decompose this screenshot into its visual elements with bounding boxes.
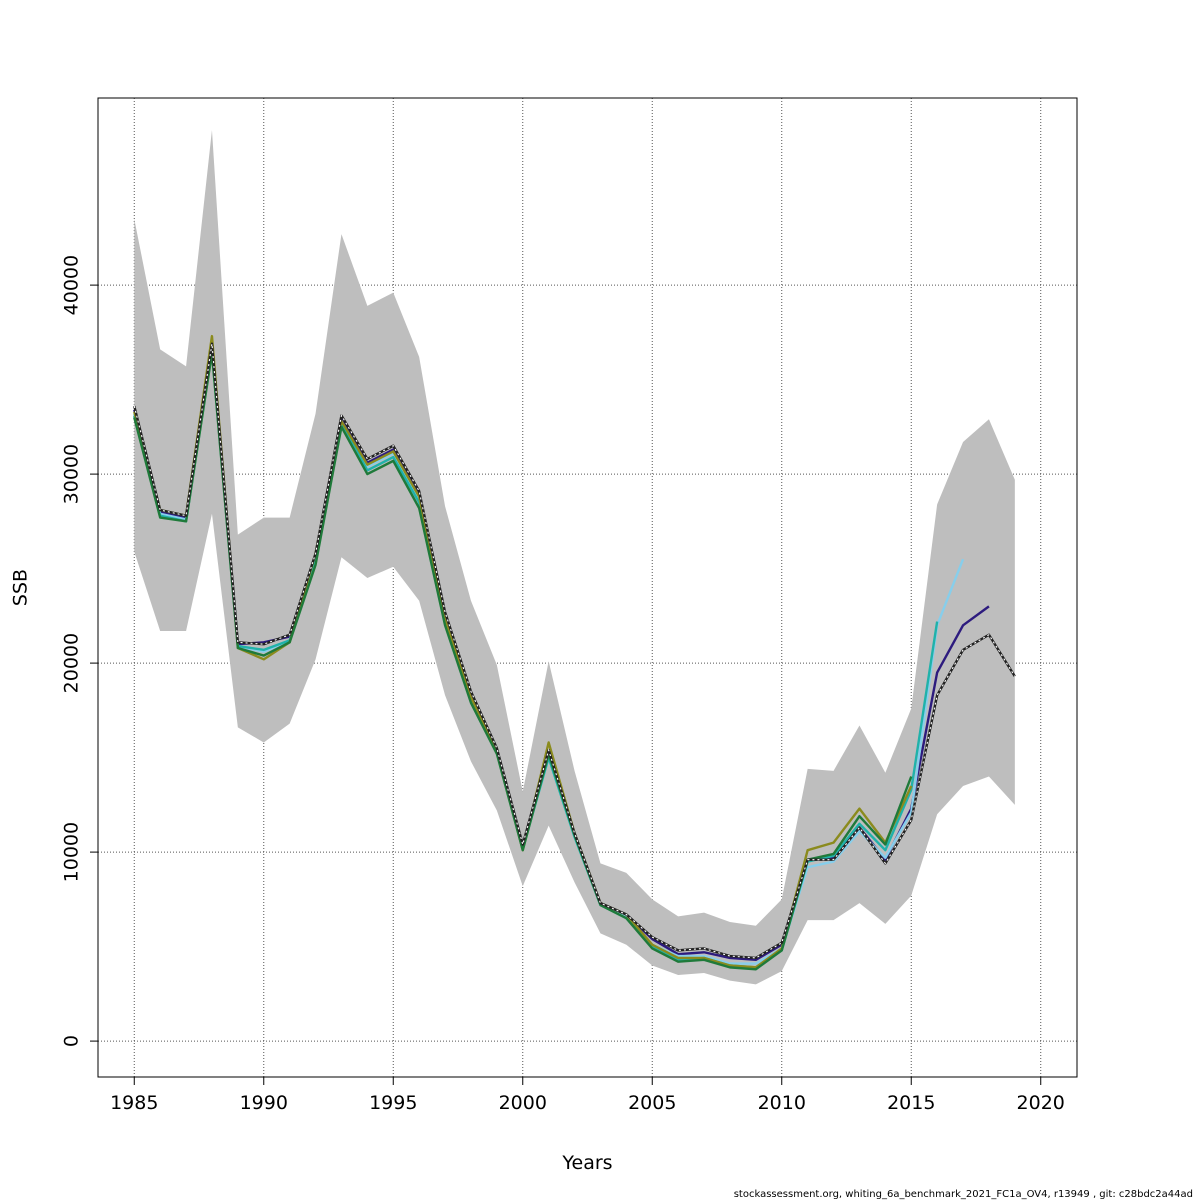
y-tick-label: 0 [61, 1035, 83, 1047]
series-line-0-dash [133, 343, 1016, 959]
y-tick-label: 10000 [61, 822, 83, 882]
confidence-band [134, 130, 1015, 985]
x-tick-label: 2020 [1017, 1092, 1065, 1114]
series-layer [133, 334, 1016, 971]
x-tick-label: 2015 [887, 1092, 935, 1114]
series-line-5 [133, 351, 913, 971]
x-tick-label: 2000 [499, 1092, 547, 1114]
y-tick-label: 30000 [61, 444, 83, 504]
y-tick-label: 40000 [61, 255, 83, 315]
x-axis-label: Years [561, 1152, 612, 1174]
footer-credit: stockassessment.org, whiting_6a_benchmar… [734, 1189, 1193, 1200]
x-tick-label: 2010 [758, 1092, 806, 1114]
y-axis-label: SSB [10, 569, 32, 606]
y-tick-label: 20000 [61, 633, 83, 693]
x-tick-label: 2005 [628, 1092, 676, 1114]
confidence-band-layer [134, 130, 1015, 985]
x-axis: 1985 1990 1995 2000 2005 2010 2015 2020 [110, 1076, 1065, 1114]
x-tick-label: 1995 [369, 1092, 417, 1114]
y-axis: 0 10000 20000 30000 40000 [61, 255, 98, 1047]
x-tick-label: 1990 [240, 1092, 288, 1114]
x-tick-label: 1985 [110, 1092, 158, 1114]
